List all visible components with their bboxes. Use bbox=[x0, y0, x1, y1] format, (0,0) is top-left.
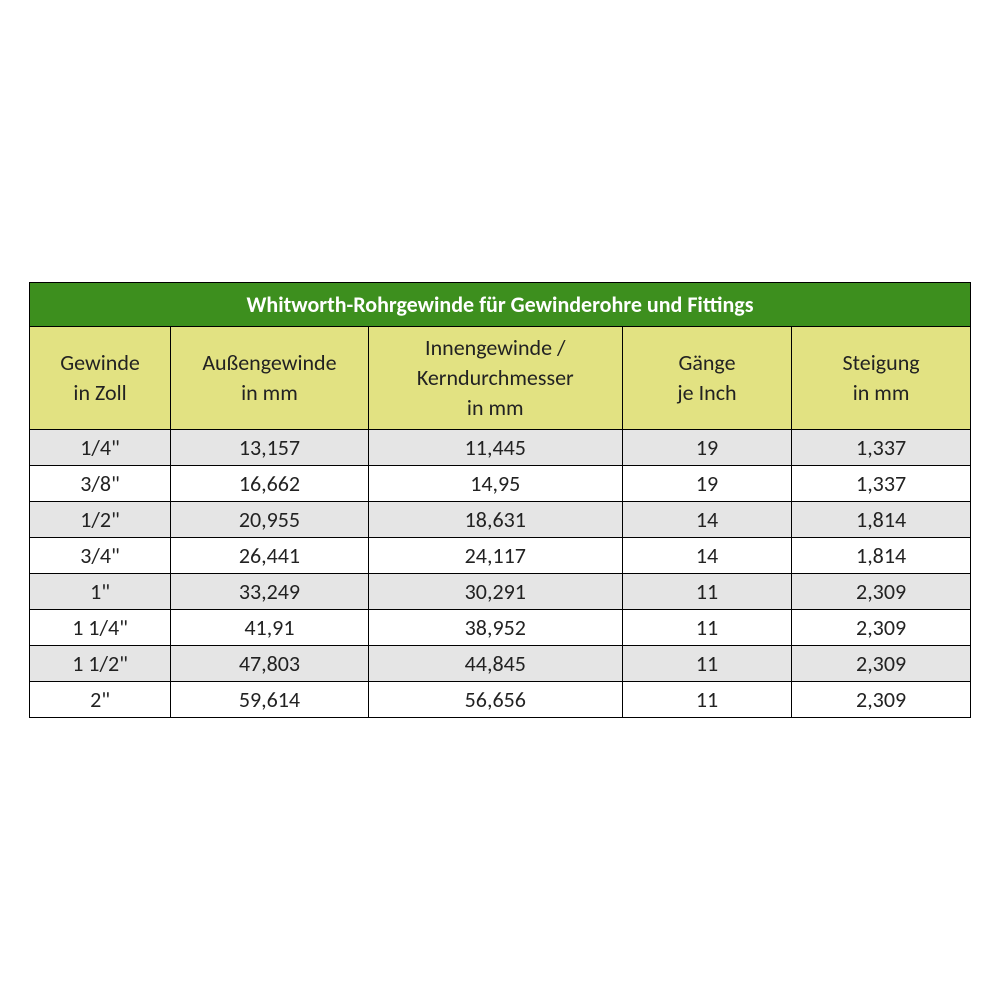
header-line: Innengewinde / bbox=[425, 334, 566, 361]
cell-gewinde: 1/2" bbox=[30, 501, 171, 537]
cell-innengewinde: 24,117 bbox=[368, 537, 622, 573]
cell-aussengewinde: 20,955 bbox=[171, 501, 369, 537]
cell-gewinde: 2" bbox=[30, 681, 171, 717]
table-row: 1" 33,249 30,291 11 2,309 bbox=[30, 573, 971, 609]
table-title-row: Whitworth-Rohrgewinde für Gewinderohre u… bbox=[30, 283, 971, 327]
table-row: 1 1/2" 47,803 44,845 11 2,309 bbox=[30, 645, 971, 681]
cell-gewinde: 1 1/4" bbox=[30, 609, 171, 645]
header-line: in mm bbox=[853, 379, 910, 406]
column-header-innengewinde: Innengewinde / Kerndurchmesser in mm bbox=[368, 327, 622, 429]
cell-steigung: 1,814 bbox=[792, 501, 971, 537]
cell-steigung: 2,309 bbox=[792, 609, 971, 645]
table-header-row: Gewinde in Zoll Außengewinde in mm Innen… bbox=[30, 327, 971, 429]
cell-innengewinde: 30,291 bbox=[368, 573, 622, 609]
cell-gaenge: 11 bbox=[622, 573, 791, 609]
cell-gewinde: 1" bbox=[30, 573, 171, 609]
column-header-steigung: Steigung in mm bbox=[792, 327, 971, 429]
header-line: in mm bbox=[467, 394, 524, 421]
cell-gaenge: 14 bbox=[622, 537, 791, 573]
header-line: Kerndurchmesser bbox=[417, 364, 574, 391]
cell-gewinde: 3/4" bbox=[30, 537, 171, 573]
header-line: Außengewinde bbox=[202, 349, 336, 376]
header-line: in Zoll bbox=[73, 379, 126, 406]
cell-gewinde: 1/4" bbox=[30, 429, 171, 465]
cell-innengewinde: 44,845 bbox=[368, 645, 622, 681]
cell-gaenge: 19 bbox=[622, 429, 791, 465]
cell-innengewinde: 38,952 bbox=[368, 609, 622, 645]
table-body: 1/4" 13,157 11,445 19 1,337 3/8" 16,662 … bbox=[30, 429, 971, 717]
column-header-aussengewinde: Außengewinde in mm bbox=[171, 327, 369, 429]
cell-aussengewinde: 13,157 bbox=[171, 429, 369, 465]
cell-gaenge: 11 bbox=[622, 645, 791, 681]
table-row: 1 1/4" 41,91 38,952 11 2,309 bbox=[30, 609, 971, 645]
column-header-gaenge: Gänge je Inch bbox=[622, 327, 791, 429]
cell-gaenge: 11 bbox=[622, 609, 791, 645]
thread-table-container: Whitworth-Rohrgewinde für Gewinderohre u… bbox=[29, 282, 971, 717]
table-row: 3/4" 26,441 24,117 14 1,814 bbox=[30, 537, 971, 573]
cell-steigung: 1,337 bbox=[792, 429, 971, 465]
cell-aussengewinde: 47,803 bbox=[171, 645, 369, 681]
cell-innengewinde: 14,95 bbox=[368, 465, 622, 501]
cell-innengewinde: 56,656 bbox=[368, 681, 622, 717]
cell-aussengewinde: 33,249 bbox=[171, 573, 369, 609]
cell-steigung: 1,337 bbox=[792, 465, 971, 501]
cell-aussengewinde: 59,614 bbox=[171, 681, 369, 717]
cell-steigung: 1,814 bbox=[792, 537, 971, 573]
header-line: Gänge bbox=[678, 349, 735, 376]
cell-gaenge: 19 bbox=[622, 465, 791, 501]
cell-steigung: 2,309 bbox=[792, 645, 971, 681]
cell-gewinde: 3/8" bbox=[30, 465, 171, 501]
cell-gewinde: 1 1/2" bbox=[30, 645, 171, 681]
table-row: 1/4" 13,157 11,445 19 1,337 bbox=[30, 429, 971, 465]
cell-gaenge: 11 bbox=[622, 681, 791, 717]
header-line: Steigung bbox=[843, 349, 920, 376]
header-line: in mm bbox=[241, 379, 298, 406]
header-line: Gewinde bbox=[60, 349, 140, 376]
cell-aussengewinde: 41,91 bbox=[171, 609, 369, 645]
cell-steigung: 2,309 bbox=[792, 573, 971, 609]
table-row: 1/2" 20,955 18,631 14 1,814 bbox=[30, 501, 971, 537]
table-title: Whitworth-Rohrgewinde für Gewinderohre u… bbox=[30, 283, 971, 327]
cell-aussengewinde: 26,441 bbox=[171, 537, 369, 573]
cell-innengewinde: 11,445 bbox=[368, 429, 622, 465]
cell-gaenge: 14 bbox=[622, 501, 791, 537]
table-row: 2" 59,614 56,656 11 2,309 bbox=[30, 681, 971, 717]
cell-aussengewinde: 16,662 bbox=[171, 465, 369, 501]
column-header-gewinde: Gewinde in Zoll bbox=[30, 327, 171, 429]
cell-steigung: 2,309 bbox=[792, 681, 971, 717]
cell-innengewinde: 18,631 bbox=[368, 501, 622, 537]
table-row: 3/8" 16,662 14,95 19 1,337 bbox=[30, 465, 971, 501]
thread-table: Whitworth-Rohrgewinde für Gewinderohre u… bbox=[29, 282, 971, 717]
header-line: je Inch bbox=[677, 379, 736, 406]
